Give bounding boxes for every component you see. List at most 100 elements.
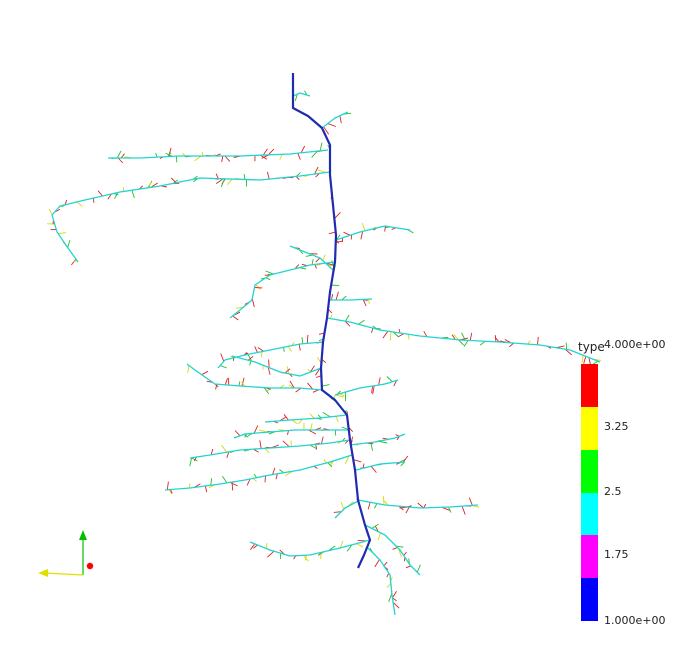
root-hair [322,412,331,418]
root-hair [266,543,268,549]
root-hair [268,359,270,368]
root-hair [371,523,379,529]
root-hair [267,367,271,375]
axis-x-line [43,572,84,576]
root-hair [232,315,239,321]
root-hair [344,455,350,464]
root-hair [346,544,353,552]
root-hair [114,192,119,200]
root-hair [201,370,209,376]
lateral-root [231,355,322,377]
root-hair [297,418,303,425]
root-hair [187,365,190,373]
root-hair [447,506,452,513]
root-hair [588,357,591,365]
root-hair [392,601,400,609]
taproot [291,73,372,569]
root-hair [361,222,366,231]
root-hair [191,457,198,462]
lateral-root [335,225,411,241]
root-hair [386,583,392,589]
root-hair [254,346,258,353]
root-hair [260,351,263,358]
root-hair [334,211,341,220]
root-hair [255,284,261,290]
root-hair [241,377,245,387]
root-hair [224,155,231,162]
root-hair [257,347,264,352]
root-hair [272,467,276,475]
root-hair [509,342,514,348]
root-hair [581,355,584,363]
root-hair [295,387,302,393]
root-hair [226,178,233,185]
root-hair [253,544,258,549]
root-hair [215,178,224,184]
root-hair [344,320,351,327]
lateral-root [355,461,406,471]
root-hair [194,155,202,162]
lateral-root [367,547,396,616]
root-hair [246,478,251,486]
root-hair [67,240,71,248]
root-hair [335,416,339,422]
root-hair [58,232,67,235]
root-hair [392,590,397,599]
root-hair [405,506,410,514]
root-hair [146,181,153,189]
root-hair [297,153,301,160]
root-hair [264,447,270,454]
root-hair [283,347,285,352]
root-hair [461,332,466,341]
root-hair [279,154,283,160]
root-hair [76,201,83,207]
root-hair [322,254,326,261]
root-hair [383,561,388,567]
root-hair [116,150,122,159]
root-hair [383,500,389,506]
root-hair [339,540,344,549]
root-hair [97,190,103,197]
lateral-root [334,379,399,396]
root-hair [590,360,599,366]
root-hair [210,448,214,455]
root-hair [221,155,224,163]
root-hair [189,457,193,467]
root-hair [300,145,306,154]
lateral-root [217,341,324,369]
lateral-root [357,499,479,509]
root-hair [220,364,227,369]
root-hair [396,545,404,548]
root-hair [287,346,292,352]
root-hair [423,330,428,337]
root-hair [398,333,405,337]
root-hair [249,360,252,366]
root-hair [229,481,238,487]
root-hair [339,115,342,124]
root-hair [405,565,412,569]
root-hair [234,430,241,437]
root-hair [353,459,362,463]
root-hair [315,444,318,450]
root-hair [343,231,351,236]
root-hair [333,511,342,513]
root-hair [323,126,330,135]
lateral-root [229,261,336,319]
root-hair [373,503,378,509]
root-hair [250,543,256,550]
root-hair [308,429,317,435]
root-hair [327,462,333,468]
root-hair [537,336,539,345]
lateral-root [164,454,353,491]
root-hair [221,444,228,453]
root-hair [479,340,486,346]
root-hair [64,199,68,205]
axis-z-marker [86,562,94,570]
root-hair [301,337,304,344]
root-hair [306,334,309,344]
root-hair [226,451,230,459]
root-hair [416,564,421,573]
orientation-axes-icon[interactable] [38,530,94,577]
root-hair [388,593,393,602]
